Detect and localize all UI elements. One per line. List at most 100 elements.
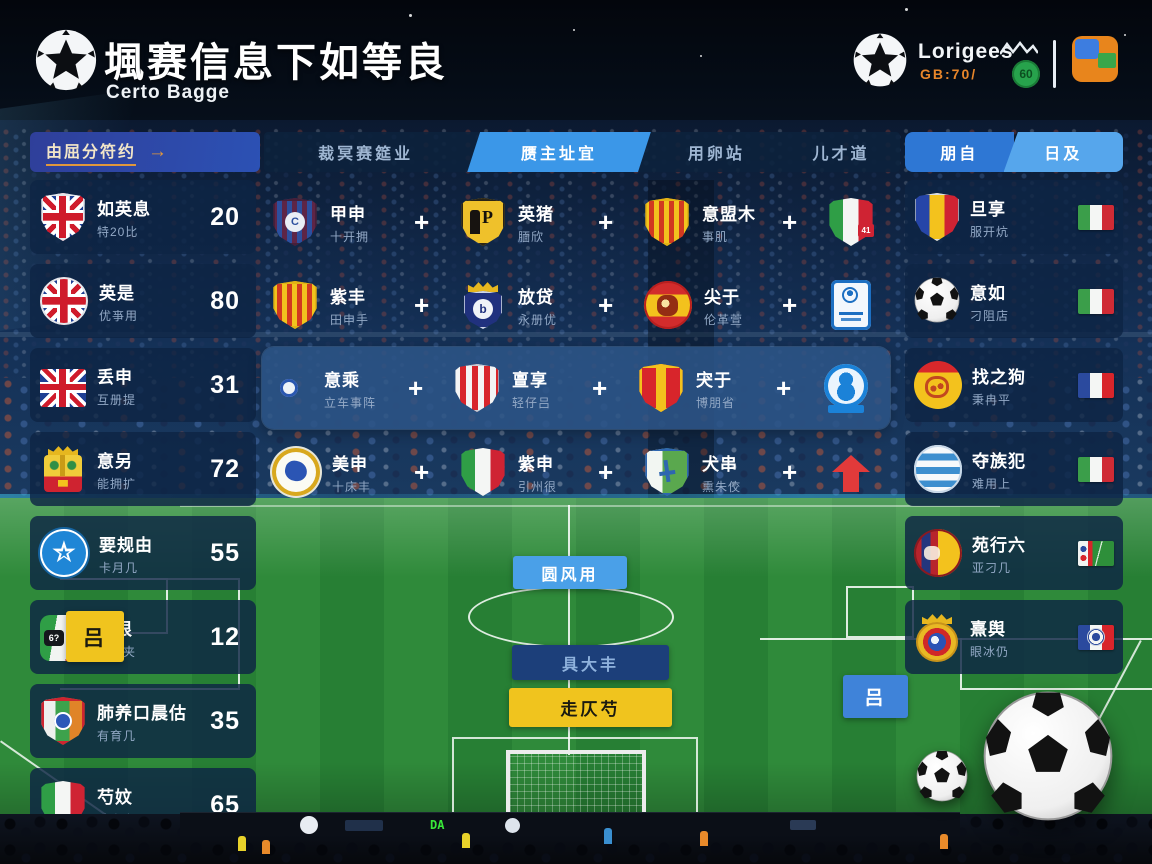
pitch-label-yellow-center[interactable]: 走仄芍 — [509, 688, 672, 727]
standings-row-4[interactable]: ★ ★ 要规由 卡月几 55 — [30, 516, 256, 590]
trailing-team-badge[interactable] — [828, 269, 871, 341]
teams-row-5[interactable]: 熹舆 眼冰仍 — [905, 600, 1123, 674]
team-sub: 十开拥 — [330, 229, 370, 244]
team-value: 72 — [210, 454, 240, 483]
pitch-label-yellow-left[interactable]: 吕 — [66, 611, 124, 662]
football-graphic — [983, 691, 1113, 821]
fixture-team[interactable]: 紫丰 田申手 — [272, 269, 369, 341]
standings-row-0[interactable]: 如英息 特20比 20 — [30, 180, 256, 254]
standings-row-1[interactable]: 英是 优亊用 80 — [30, 264, 256, 338]
team-name: 英猪 — [518, 204, 554, 224]
team-name: 意盟木 — [702, 204, 756, 224]
mountain-squiggle-icon — [998, 40, 1040, 61]
led-board-text: DA — [430, 818, 445, 832]
football-graphic — [914, 277, 960, 323]
standings-row-5[interactable]: 6?兆很重月夹12 — [30, 600, 256, 674]
standings-row-6[interactable]: 肺养口晨估 有育几 35 — [30, 684, 256, 758]
team-name: 紫申 — [518, 454, 554, 474]
teams-row-3[interactable]: 夺族犯 难用上 — [905, 432, 1123, 506]
fixture-team[interactable]: 紫申 引州很 — [460, 436, 557, 508]
center-circle — [468, 586, 674, 648]
teams-row-0[interactable]: 旦享 服开炕 — [905, 180, 1123, 254]
team-sub: 腼欣 — [518, 229, 545, 244]
right-pill-seg-1[interactable]: 日及 — [1003, 132, 1123, 172]
steward-figure — [238, 836, 246, 851]
ad-board — [180, 812, 960, 836]
fixture-team[interactable]: C 甲申 十开拥 — [272, 186, 369, 258]
standings-row-3[interactable]: 意另能拥扩 72 — [30, 432, 256, 506]
tier-walkway — [0, 332, 1152, 337]
badge-glyph: 41 — [858, 224, 874, 237]
steward-figure — [940, 834, 948, 849]
starball-logo-small — [852, 32, 908, 93]
fixture-team[interactable]: P 英猪 腼欣 — [460, 186, 554, 258]
pitch-label-cyan[interactable]: 圆风用 — [513, 556, 627, 589]
fixture-team[interactable]: 犬串 熏朱佼 — [644, 436, 741, 508]
cat-roundel-badge — [267, 364, 310, 412]
team-sub: 博朋省 — [696, 395, 736, 410]
trailing-team-badge[interactable] — [822, 352, 870, 424]
team-name: 旦享 — [970, 199, 1006, 219]
nav-pill-left[interactable]: 由屈分符约 → — [30, 132, 260, 172]
fixture-row-2-highlighted[interactable]: 意乘 立车事阵 + 亶享 轻仔吕 + 宊于 博朋省 + — [262, 347, 890, 429]
standings-row-2[interactable]: 丢申 互册提 31 — [30, 348, 256, 422]
header-divider — [1053, 40, 1056, 88]
fixture-team[interactable]: b 放贷 永册优 — [460, 269, 557, 341]
white-blue-stripes-badge — [914, 445, 962, 493]
plus-separator: + — [414, 289, 430, 320]
starball-logo — [34, 28, 98, 97]
steward-figure — [462, 833, 470, 848]
pitch-label-blue-right[interactable]: 吕 — [843, 675, 908, 718]
fixture-row-3[interactable]: 美申 十床丰 + 紫申 引州很 + 犬串 熏朱佼 + — [268, 436, 882, 508]
team-sub: 互册提 — [97, 392, 137, 407]
badge-glyph: 6? — [44, 629, 64, 646]
fixture-team[interactable]: 亶享 轻仔吕 — [454, 352, 551, 424]
team-value: 31 — [210, 370, 240, 399]
tab-1-active[interactable]: 赝主址宜 — [467, 132, 651, 172]
team-sub: 伦革萱 — [704, 312, 744, 327]
teams-row-4[interactable]: 苑行六 亚刁几 — [905, 516, 1123, 590]
blue-eight-badge — [822, 364, 870, 413]
plus-separator: + — [414, 206, 430, 237]
team-name: 肺养口晨估 — [97, 703, 187, 723]
team-sub: 事肌 — [702, 229, 729, 244]
flag-italy-icon — [1078, 456, 1114, 482]
flag-italy-icon — [1078, 204, 1114, 230]
right-pill-seg-0[interactable]: 朋自 — [905, 132, 1014, 172]
plus-separator: + — [782, 206, 798, 237]
tab-0[interactable]: 裁冥赛筵业 — [318, 146, 414, 163]
team-sub: 轻仔吕 — [512, 395, 552, 410]
quartered-circle-badge — [914, 529, 962, 577]
team-name: 找之狗 — [972, 367, 1026, 387]
main-tabbar: 裁冥赛筵业 赝主址宜 用卵站 儿才道 — [264, 132, 900, 172]
pitch-label-navy[interactable]: 具大丰 — [512, 645, 669, 680]
fixture-team[interactable]: 尖于 伦革萱 — [644, 269, 743, 341]
tab-3[interactable]: 儿才道 — [812, 146, 870, 163]
trailing-team-badge[interactable] — [828, 436, 874, 508]
fixture-team[interactable]: 意乘 立车事阵 — [266, 352, 376, 424]
colorful-app-logo[interactable] — [1072, 36, 1118, 82]
teams-row-2[interactable]: 找之狗 秉冉平 — [905, 348, 1123, 422]
fixture-team[interactable]: 意盟木 事肌 — [644, 186, 756, 258]
fixture-team[interactable]: 美申 十床丰 — [272, 436, 371, 508]
team-name: 意另 — [97, 451, 133, 471]
team-name: 意乘 — [324, 370, 360, 390]
team-sub: 有育几 — [97, 728, 137, 743]
tab-2[interactable]: 用卵站 — [687, 146, 745, 163]
fixture-team[interactable]: 宊于 博朋省 — [638, 352, 735, 424]
fixture-row-0[interactable]: C 甲申 十开拥 + P 英猪 腼欣 + 意盟木 事肌 +41 — [268, 186, 882, 258]
crown-round-badge — [914, 613, 960, 662]
crown-quarters-badge — [40, 445, 86, 493]
cat-stripes-badge — [273, 281, 317, 329]
uk-circle-badge — [40, 277, 88, 325]
fixture-row-1[interactable]: 紫丰 田申手 + b 放贷 永册优 + 尖于 伦革萱 + — [268, 269, 882, 341]
team-sub: 能拥扩 — [97, 476, 137, 491]
team-name: 苑行六 — [972, 535, 1026, 555]
team-sub: 服开炕 — [970, 224, 1010, 239]
flag-italy-icon — [1078, 288, 1114, 314]
team-sub: 永册优 — [518, 312, 558, 327]
plus-separator: + — [408, 372, 424, 403]
teams-row-1[interactable]: 意如 刁阻店 — [905, 264, 1123, 338]
trailing-team-badge[interactable]: 41 — [828, 186, 874, 258]
